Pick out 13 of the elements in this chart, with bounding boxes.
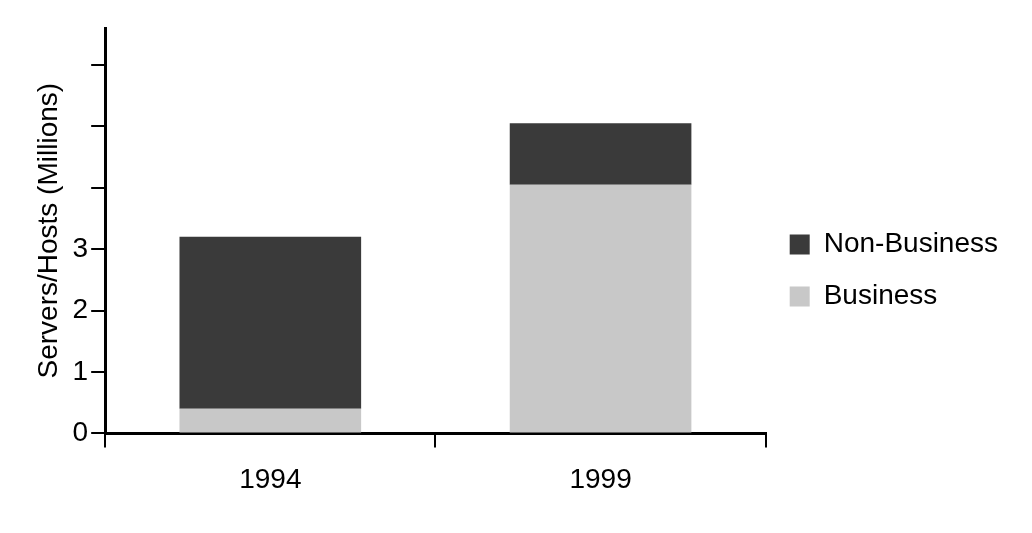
y-axis-title: Servers/Hosts (Millions) <box>31 82 63 379</box>
x-tick-label: 1994 <box>239 462 302 494</box>
y-tick-label: 1 <box>72 354 89 386</box>
y-tick-label: 3 <box>72 231 89 263</box>
y-tick-label: 0 <box>72 416 89 448</box>
bar <box>179 408 362 433</box>
x-tick-label: 1999 <box>569 462 632 494</box>
bar <box>509 184 692 433</box>
legend-label: Non-Business <box>823 227 999 259</box>
bar <box>179 236 362 409</box>
legend-label: Business <box>823 279 938 311</box>
y-tick-label: 2 <box>72 293 89 325</box>
bar <box>509 123 692 185</box>
